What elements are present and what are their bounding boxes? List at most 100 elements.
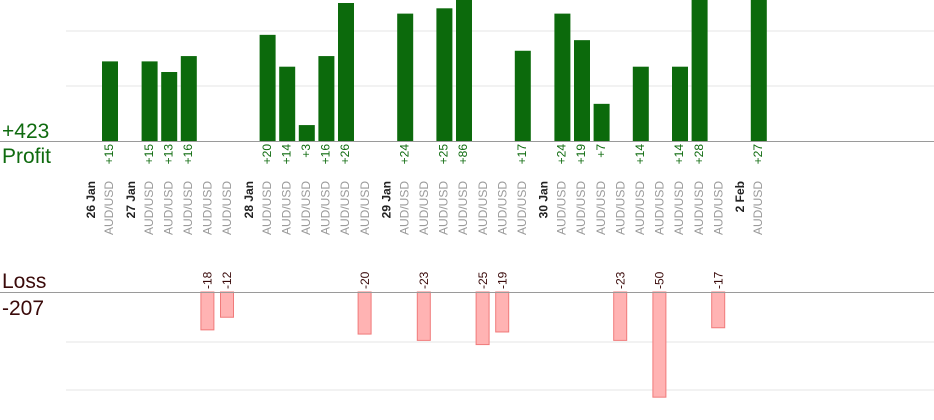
profit-bar [397,13,414,141]
pair-label: AUD/USD [299,181,313,235]
profit-bar [632,66,649,141]
loss-bar [652,291,667,398]
profit-value-label: +14 [279,144,293,165]
profit-value-label: +28 [692,144,706,165]
pair-label: AUD/USD [495,181,509,235]
profit-value-label: +24 [555,144,569,165]
pair-label: AUD/USD [555,181,569,235]
pair-label: AUD/USD [142,181,156,235]
date-label: 29 Jan [379,181,393,218]
profit-value-label: +13 [161,144,175,165]
profit-total: +423 [2,120,50,143]
profit-bar [750,0,767,142]
loss-value-label: -23 [417,271,431,289]
loss-bar [495,291,510,333]
pair-label: AUD/USD [161,181,175,235]
profit-bar [141,61,158,142]
profit-value-label: +17 [515,144,529,165]
axis-lines [0,141,934,293]
profit-bar [318,56,335,142]
pair-label: AUD/USD [456,181,470,235]
pair-label: AUD/USD [515,181,529,235]
pair-label: AUD/USD [260,181,274,235]
loss-bar [416,291,431,341]
loss-bar [475,291,490,346]
pair-label: AUD/USD [574,181,588,235]
profit-bar [554,13,571,141]
profit-bar [691,0,708,142]
pair-label: AUD/USD [417,181,431,235]
pair-label: AUD/USD [711,181,725,235]
profit-value-label: +19 [574,144,588,165]
profit-value-label: +15 [102,144,116,165]
loss-value-label: -23 [613,271,627,289]
loss-value-label: -50 [653,271,667,289]
loss-value-label: -19 [495,271,509,289]
profit-value-label: +27 [751,144,765,165]
trade-bars [102,0,767,398]
profit-value-label: +26 [338,144,352,165]
date-label: 2 Feb [733,181,747,212]
pair-label: AUD/USD [338,181,352,235]
profit-value-label: +15 [142,144,156,165]
pair-label: AUD/USD [397,181,411,235]
profit-bar [593,103,610,141]
date-label: 28 Jan [242,181,256,218]
loss-value-label: -25 [476,271,490,289]
pair-label: AUD/USD [319,181,333,235]
loss-value-label: -18 [201,271,215,289]
loss-value-label: -12 [220,271,234,289]
profit-bar [279,66,296,141]
profit-value-label: +24 [397,144,411,165]
loss-bar [613,291,628,341]
pair-label: AUD/USD [633,181,647,235]
profit-value-label: +16 [181,144,195,165]
pair-label: AUD/USD [102,181,116,235]
pair-label: AUD/USD [279,181,293,235]
loss-value-label: -17 [711,271,725,289]
profit-bar [436,8,453,141]
profit-bar [672,66,688,141]
loss-bar [357,291,372,335]
profit-value-label: +14 [672,144,686,165]
profit-value-label: +3 [299,144,313,158]
profit-value-label: +7 [594,144,608,158]
pair-label: AUD/USD [751,181,765,235]
pair-label: AUD/USD [201,181,215,235]
pair-label: AUD/USD [181,181,195,235]
profit-bar [161,72,178,141]
profit-label: Profit [2,145,52,168]
pair-label: AUD/USD [437,181,451,235]
profit-bar [259,34,276,141]
pair-label: AUD/USD [594,181,608,235]
profit-bar [338,3,354,141]
profit-value-label: +16 [319,144,333,165]
pair-label: AUD/USD [672,181,686,235]
loss-bar [220,291,234,318]
loss-bar [200,291,215,331]
pair-label: AUD/USD [220,181,234,235]
date-label: 26 Jan [84,181,98,218]
loss-label: Loss [2,270,47,293]
profit-bar [180,56,197,142]
pair-label: AUD/USD [653,181,667,235]
profit-bar [102,61,118,142]
pair-label: AUD/USD [358,181,372,235]
profit-bar [456,0,472,141]
loss-value-label: -20 [358,271,372,289]
trade-labels: +15 AUD/USD +15 AUD/USD +13 AUD/USD +16 AUD/USD… [84,144,765,289]
profit-bar [514,50,531,142]
pair-label: AUD/USD [476,181,490,235]
loss-bar [711,291,726,329]
profit-value-label: +86 [456,144,470,165]
profit-value-label: +25 [437,144,451,165]
profit-bar [298,125,315,141]
pair-label: AUD/USD [692,181,706,235]
loss-total: -207 [2,297,45,320]
profit-value-label: +20 [260,144,274,165]
profit-bar [574,40,590,141]
pair-label: AUD/USD [613,181,627,235]
profit-value-label: +14 [633,144,647,165]
date-label: 30 Jan [537,181,551,218]
